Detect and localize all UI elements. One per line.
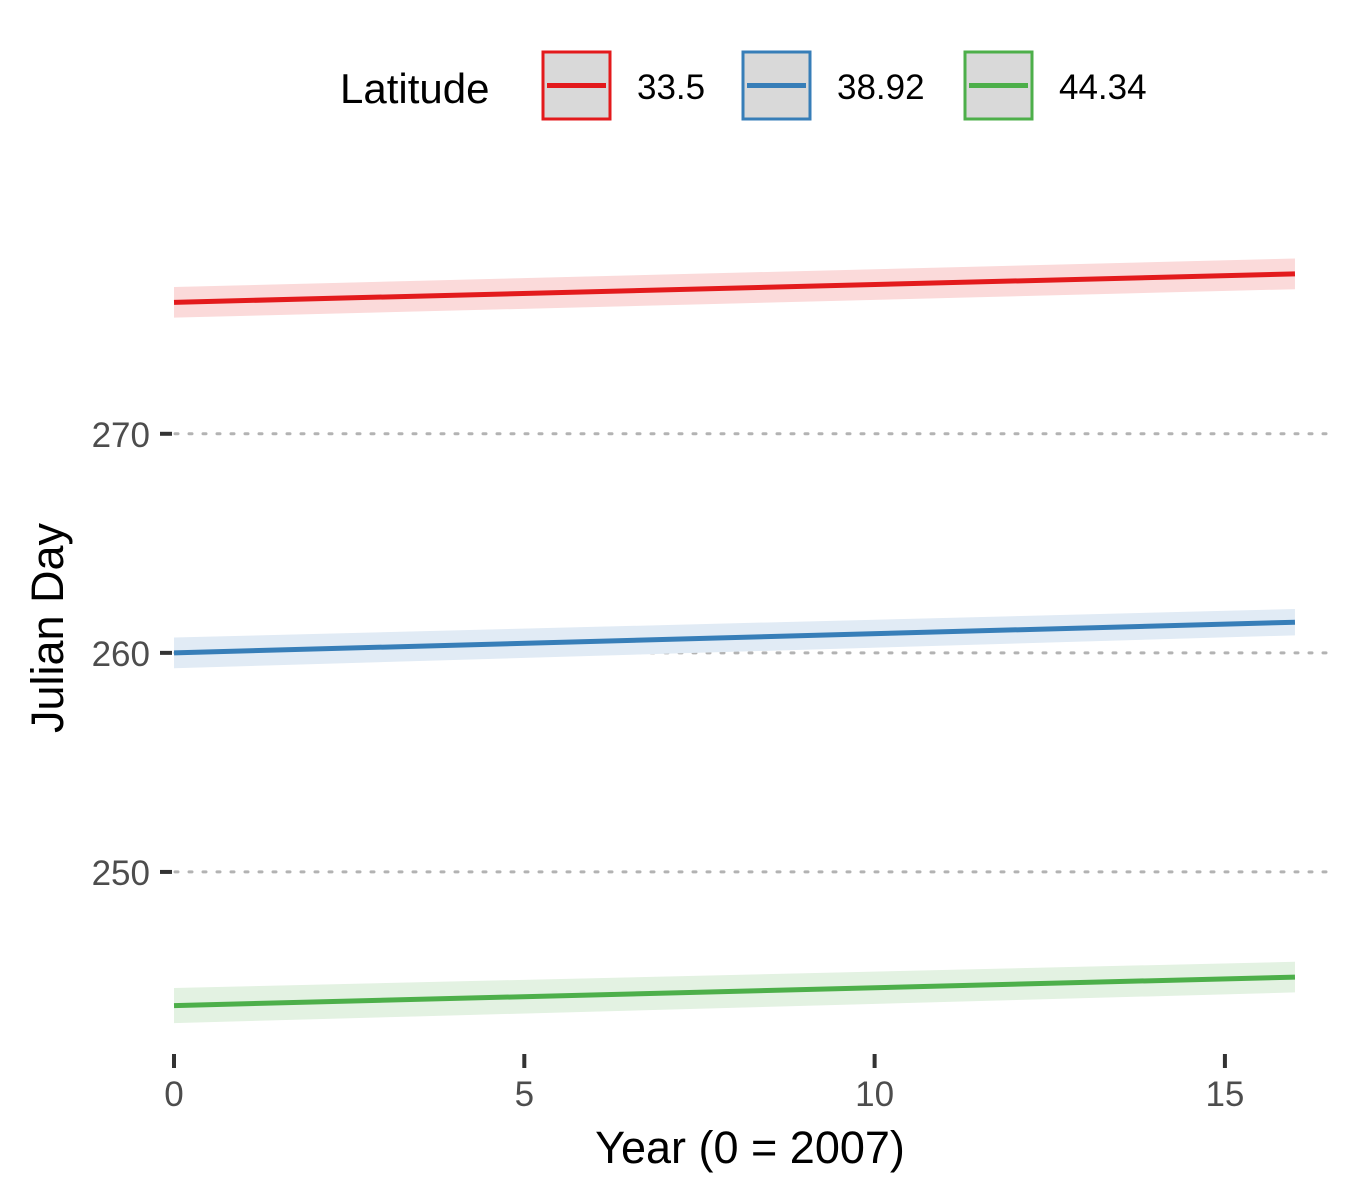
confidence-ribbons [174,258,1295,1024]
legend: Latitude 33.5 38.92 44.34 [340,50,1147,121]
legend-item-33.5: 33.5 [541,50,705,121]
y-axis-title: Julian Day [22,522,73,733]
axes: 250 260 270 0 5 10 15 [92,416,1245,1114]
series-line-33.5 [173,271,1296,305]
series-line-38.92 [173,619,1296,656]
x-axis-title: Year (0 = 2007) [595,1122,905,1173]
y-tick-label-270: 270 [92,416,150,455]
gridlines [173,432,1332,874]
y-tick-label-250: 250 [92,854,150,893]
series-lines [173,271,1296,1009]
legend-label-38.92: 38.92 [837,68,925,107]
x-tick-label-0: 0 [164,1075,183,1114]
legend-item-44.34: 44.34 [963,50,1147,121]
y-tick-label-260: 260 [92,635,150,674]
x-tick-label-10: 10 [855,1075,894,1114]
x-tick-label-5: 5 [515,1075,534,1114]
legend-item-38.92: 38.92 [741,50,925,121]
x-tick-label-15: 15 [1205,1075,1244,1114]
legend-label-44.34: 44.34 [1059,68,1147,107]
legend-title: Latitude [340,65,489,112]
series-line-44.34 [173,974,1296,1009]
legend-label-33.5: 33.5 [637,68,705,107]
